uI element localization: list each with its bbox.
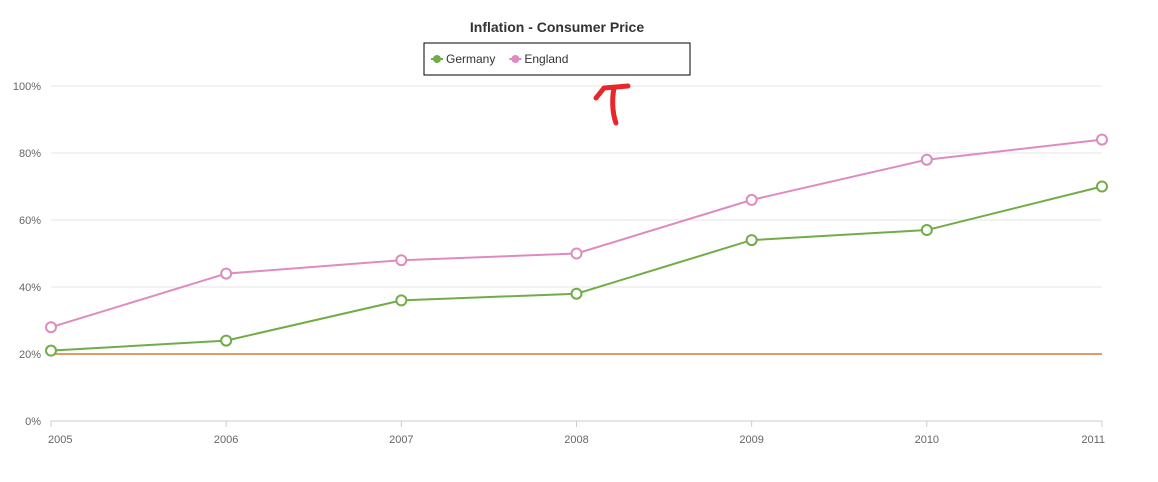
- chart-title: Inflation - Consumer Price: [470, 19, 644, 35]
- x-tick-label: 2009: [739, 434, 763, 446]
- legend-box: [423, 42, 691, 76]
- data-point[interactable]: [570, 287, 583, 300]
- series-line: [50, 185, 1103, 352]
- x-tick-label: 2006: [214, 434, 238, 446]
- legend-item-england[interactable]: England: [509, 52, 568, 66]
- data-point[interactable]: [220, 334, 233, 347]
- x-tick-label: 2008: [564, 434, 588, 446]
- data-point[interactable]: [570, 247, 583, 260]
- data-point[interactable]: [745, 193, 758, 206]
- legend-label: Germany: [446, 52, 495, 66]
- x-tick-label: 2011: [1081, 434, 1105, 446]
- legend-label: England: [524, 52, 568, 66]
- legend-marker: [511, 55, 520, 63]
- series-germany: [45, 180, 1108, 357]
- series-england: [45, 133, 1108, 334]
- data-point[interactable]: [395, 294, 408, 307]
- y-tick-label: 100%: [13, 81, 41, 93]
- data-point[interactable]: [220, 267, 233, 280]
- data-point[interactable]: [920, 153, 933, 166]
- x-tick-label: 2010: [915, 434, 939, 446]
- grid-lines: [51, 85, 1102, 355]
- y-tick-label: 60%: [19, 215, 41, 227]
- series-layer: [45, 133, 1108, 357]
- y-tick-label: 80%: [19, 148, 41, 160]
- data-point[interactable]: [920, 224, 933, 237]
- legend-item-germany[interactable]: Germany: [431, 52, 495, 66]
- legend-marker: [433, 55, 441, 63]
- data-point[interactable]: [1096, 180, 1108, 193]
- data-point[interactable]: [395, 254, 408, 267]
- y-tick-label: 20%: [19, 349, 41, 361]
- data-point[interactable]: [745, 234, 758, 247]
- x-tick-label: 2007: [389, 434, 413, 446]
- data-point[interactable]: [1096, 133, 1108, 146]
- data-point[interactable]: [45, 344, 57, 357]
- legend[interactable]: Germany England: [423, 42, 691, 76]
- y-tick-label: 40%: [19, 282, 41, 294]
- x-tick-label: 2005: [48, 434, 72, 446]
- red-arrow-annotation: [593, 83, 631, 126]
- data-point[interactable]: [45, 321, 57, 334]
- axes: 0% 20% 40% 60% 80% 100% 2005 2006 2007 2008 2009 20…: [13, 81, 1105, 446]
- y-tick-label: 0%: [25, 416, 41, 428]
